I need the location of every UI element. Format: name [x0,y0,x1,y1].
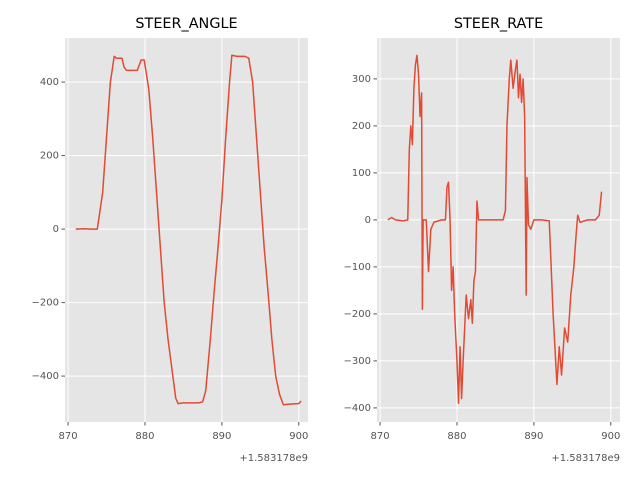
plot-area [65,38,308,422]
y-tick-label: −400 [344,403,371,414]
y-tick-label: 200 [40,151,59,162]
x-tick-label: 900 [289,431,308,442]
y-tick-label: 200 [352,121,371,132]
data-line [75,54,302,406]
x-offset-label: +1.583178e9 [551,453,620,464]
x-tick-label: 870 [59,431,78,442]
chart-title: STEER_RATE [454,16,543,32]
x-tick-label: 880 [135,431,154,442]
x-tick-label: 890 [212,431,231,442]
y-tick-label: 300 [352,74,371,85]
y-tick-label: 400 [40,77,59,88]
plot-area [377,38,620,422]
x-tick-label: 870 [371,431,390,442]
chart-title: STEER_ANGLE [135,16,237,32]
y-tick-label: −200 [32,298,59,309]
y-tick-label: −300 [344,356,371,367]
data-line [387,54,603,404]
x-offset-label: +1.583178e9 [239,453,308,464]
y-tick-label: −100 [344,262,371,273]
x-tick-label: 880 [447,431,466,442]
y-tick-label: −200 [344,309,371,320]
y-tick-label: 0 [365,215,371,226]
y-tick-label: 0 [53,224,59,235]
x-tick-label: 890 [524,431,543,442]
x-tick-label: 900 [601,431,620,442]
y-tick-label: −400 [32,371,59,382]
y-tick-label: 100 [352,168,371,179]
